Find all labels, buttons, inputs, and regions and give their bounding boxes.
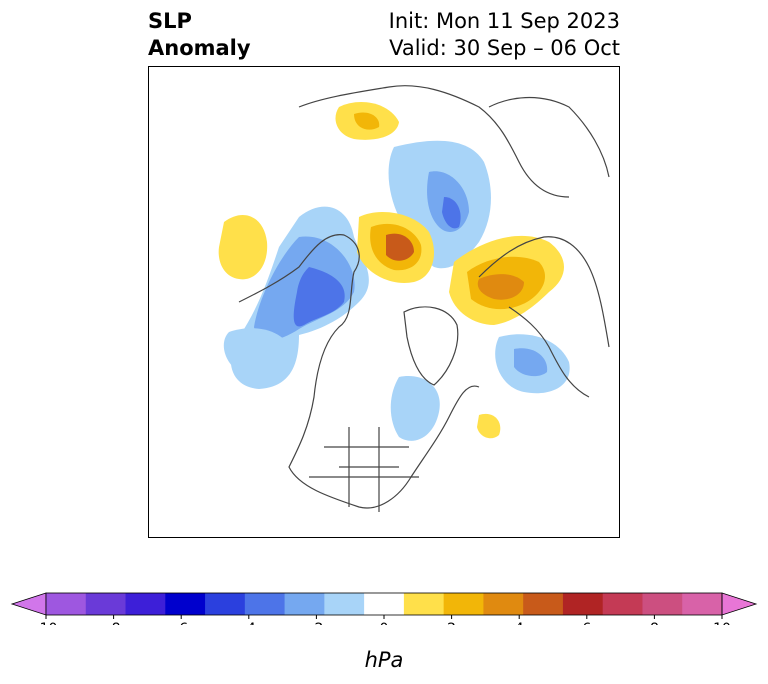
colorbar-tick-label: -8: [107, 621, 121, 625]
positive-anomaly-azores: [477, 413, 501, 439]
north-america-coast: [238, 234, 480, 509]
init-date: Init: Mon 11 Sep 2023: [388, 9, 620, 33]
negative-anomaly-bering: [223, 328, 294, 377]
positive-anomaly-arctic-core: [386, 233, 414, 261]
colorbar-swatch: [562, 593, 604, 615]
colorbar-swatch: [642, 593, 683, 615]
map-canvas: [218, 85, 610, 512]
asia-interior: [488, 97, 610, 178]
colorbar-swatch: [324, 593, 365, 615]
negative-anomaly-siberia-inner: [442, 197, 461, 229]
colorbar-tick-label: 6: [582, 621, 591, 625]
colorbar-swatch: [364, 593, 405, 615]
colorbar-tick-label: 2: [447, 621, 456, 625]
positive-anomaly-barents-core: [354, 112, 380, 130]
coastlines: [238, 85, 610, 512]
negative-anomaly-alaska-inner: [293, 267, 345, 327]
map-title: SLP Anomaly: [148, 8, 348, 62]
colorbar-ticks: -10 -8 -6 -4 -2 0 2 4 6 8 10: [35, 615, 731, 625]
colorbar: -10 -8 -6 -4 -2 0 2 4 6 8 10: [10, 592, 758, 625]
europe-coast: [508, 306, 590, 398]
negative-anomaly-atlantic-core: [514, 348, 548, 377]
colorbar-swatch: [403, 593, 445, 615]
colorbar-tick-label: -10: [35, 621, 58, 625]
slp-anomaly-map: [148, 66, 620, 538]
colorbar-tick-label: -4: [242, 621, 256, 625]
valid-range: Valid: 30 Sep – 06 Oct: [389, 36, 620, 60]
colorbar-extend-low: [10, 592, 47, 616]
colorbar-tick-label: 0: [380, 621, 389, 625]
colorbar-swatch: [85, 593, 127, 615]
colorbar-swatch: [284, 593, 325, 615]
colorbar-tick-label: -6: [174, 621, 188, 625]
title-line-1: SLP: [148, 9, 192, 33]
colorbar-tick-label: -2: [309, 621, 323, 625]
positive-anomaly-kamchatka: [218, 214, 268, 280]
colorbar-swatch: [483, 593, 524, 615]
colorbar-unit-label: hPa: [364, 648, 404, 672]
positive-anomaly-europe-core: [477, 274, 524, 300]
colorbar-swatch: [682, 593, 723, 615]
siberia-coast: [298, 85, 570, 198]
colorbar-tick-label: 8: [650, 621, 659, 625]
colorbar-swatch: [165, 593, 206, 615]
colorbar-swatch: [125, 593, 166, 615]
colorbar-swatch: [443, 593, 484, 615]
colorbar-tick-label: 4: [515, 621, 524, 625]
colorbar-tick-label: 10: [713, 621, 731, 625]
colorbar-swatches: [10, 592, 758, 616]
us-states: [309, 427, 419, 512]
forecast-dates: Init: Mon 11 Sep 2023 Valid: 30 Sep – 06…: [300, 8, 620, 62]
colorbar-swatch: [602, 593, 643, 615]
anomaly-shading: [218, 102, 570, 441]
title-line-2: Anomaly: [148, 36, 251, 60]
colorbar-swatch: [205, 593, 246, 615]
colorbar-swatch: [523, 593, 564, 615]
colorbar-swatch: [244, 593, 286, 615]
greenland-coast: [403, 306, 459, 386]
negative-anomaly-labrador: [390, 376, 440, 441]
eurasia-coast: [478, 236, 610, 348]
colorbar-extend-high: [721, 592, 758, 616]
colorbar-swatch: [46, 593, 87, 615]
